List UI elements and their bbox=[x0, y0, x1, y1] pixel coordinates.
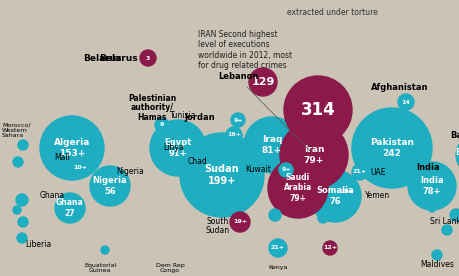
Circle shape bbox=[351, 164, 367, 180]
Text: Libya: Libya bbox=[162, 144, 183, 153]
Text: Egypt
91+: Egypt 91+ bbox=[164, 138, 191, 158]
Circle shape bbox=[407, 162, 455, 210]
Circle shape bbox=[229, 143, 239, 153]
Text: Palestinian
authority/
Hamas: Palestinian authority/ Hamas bbox=[128, 94, 176, 122]
Circle shape bbox=[455, 136, 459, 174]
Text: Lebanon: Lebanon bbox=[218, 71, 257, 81]
Circle shape bbox=[40, 116, 104, 180]
Text: Nigeria
56: Nigeria 56 bbox=[92, 176, 127, 196]
Text: 9+: 9+ bbox=[233, 118, 242, 123]
Text: Liberia: Liberia bbox=[25, 240, 51, 250]
Circle shape bbox=[269, 239, 286, 257]
Text: Nigeria: Nigeria bbox=[116, 168, 144, 176]
Text: Ghana
27: Ghana 27 bbox=[56, 198, 84, 218]
Text: Yemen: Yemen bbox=[364, 192, 389, 200]
Text: Saudi
Arabia
79+: Saudi Arabia 79+ bbox=[283, 173, 312, 203]
Circle shape bbox=[268, 158, 327, 218]
Text: Jordan: Jordan bbox=[184, 113, 214, 123]
Text: Somalia
76: Somalia 76 bbox=[315, 186, 353, 206]
Text: India: India bbox=[415, 163, 439, 172]
Circle shape bbox=[13, 157, 23, 167]
Text: 12+: 12+ bbox=[322, 245, 336, 251]
Text: 19+: 19+ bbox=[233, 219, 246, 224]
Text: 14: 14 bbox=[401, 100, 409, 105]
Text: 129: 129 bbox=[251, 77, 274, 87]
Text: Belarus: Belarus bbox=[99, 54, 138, 62]
Circle shape bbox=[279, 163, 292, 177]
Circle shape bbox=[449, 209, 459, 221]
Circle shape bbox=[18, 217, 28, 227]
Text: Bangladesh: Bangladesh bbox=[449, 131, 459, 140]
Text: Kuwait: Kuwait bbox=[245, 166, 270, 174]
Circle shape bbox=[337, 182, 357, 202]
Circle shape bbox=[155, 118, 168, 132]
Text: Chad: Chad bbox=[188, 158, 207, 166]
Circle shape bbox=[225, 127, 241, 143]
Text: 16+: 16+ bbox=[226, 132, 241, 137]
Circle shape bbox=[16, 194, 28, 206]
Circle shape bbox=[18, 140, 28, 150]
Circle shape bbox=[322, 241, 336, 255]
Text: 21+: 21+ bbox=[352, 169, 366, 174]
Circle shape bbox=[427, 204, 435, 212]
Circle shape bbox=[347, 180, 355, 188]
Text: Bangladesh
45+: Bangladesh 45+ bbox=[455, 148, 459, 168]
Text: Afghanistan: Afghanistan bbox=[370, 84, 428, 92]
Circle shape bbox=[431, 250, 441, 260]
Text: Belarus: Belarus bbox=[83, 54, 122, 62]
Circle shape bbox=[13, 206, 21, 214]
Text: South
Sudan: South Sudan bbox=[206, 217, 230, 235]
Circle shape bbox=[17, 233, 27, 243]
Circle shape bbox=[397, 94, 413, 110]
Text: Maldives: Maldives bbox=[419, 261, 453, 269]
Circle shape bbox=[150, 120, 206, 176]
Circle shape bbox=[151, 149, 164, 161]
Text: Tunisia: Tunisia bbox=[170, 110, 196, 120]
Text: Kenya: Kenya bbox=[268, 266, 287, 270]
Circle shape bbox=[230, 212, 249, 232]
Circle shape bbox=[269, 209, 280, 221]
Circle shape bbox=[178, 163, 188, 173]
Text: Iraq
81+: Iraq 81+ bbox=[261, 135, 281, 155]
Text: Equatorial
Guinea: Equatorial Guinea bbox=[84, 263, 116, 273]
Circle shape bbox=[55, 193, 85, 223]
Circle shape bbox=[308, 170, 360, 222]
Text: 9: 9 bbox=[159, 123, 164, 128]
Circle shape bbox=[230, 113, 245, 127]
Circle shape bbox=[229, 153, 239, 163]
Circle shape bbox=[280, 121, 347, 189]
Text: extracted under torture: extracted under torture bbox=[286, 8, 377, 17]
Text: Sri Lanka: Sri Lanka bbox=[429, 217, 459, 227]
Text: India
78+: India 78+ bbox=[419, 176, 443, 196]
Circle shape bbox=[441, 225, 451, 235]
Text: 3: 3 bbox=[146, 55, 150, 60]
Circle shape bbox=[317, 213, 327, 223]
Circle shape bbox=[179, 133, 263, 217]
Circle shape bbox=[73, 161, 87, 175]
Circle shape bbox=[283, 76, 351, 144]
Circle shape bbox=[140, 50, 156, 66]
Text: 28+: 28+ bbox=[340, 190, 354, 195]
Text: Iran
79+: Iran 79+ bbox=[303, 145, 324, 165]
Text: 21+: 21+ bbox=[270, 245, 285, 251]
Circle shape bbox=[248, 68, 276, 96]
Circle shape bbox=[351, 108, 431, 188]
Text: Algeria
153+: Algeria 153+ bbox=[54, 138, 90, 158]
Text: Sudan
199+: Sudan 199+ bbox=[204, 164, 239, 186]
Text: Ghana: Ghana bbox=[39, 192, 64, 200]
Circle shape bbox=[243, 117, 299, 173]
Text: IRAN Second highest
level of executions
worldwide in 2012, most
for drug related: IRAN Second highest level of executions … bbox=[197, 30, 291, 70]
Text: 9+: 9+ bbox=[280, 168, 290, 172]
Text: UAE: UAE bbox=[369, 169, 385, 177]
Circle shape bbox=[390, 171, 398, 179]
Text: 10+: 10+ bbox=[73, 166, 87, 171]
Text: Dem Rep
Congo: Dem Rep Congo bbox=[155, 263, 184, 273]
Text: Morocco/
Western
Sahara: Morocco/ Western Sahara bbox=[2, 122, 31, 138]
Text: Mali: Mali bbox=[54, 153, 70, 163]
Circle shape bbox=[101, 246, 109, 254]
Text: 314: 314 bbox=[300, 101, 335, 119]
Text: Pakistan
242: Pakistan 242 bbox=[369, 138, 413, 158]
Circle shape bbox=[90, 166, 130, 206]
